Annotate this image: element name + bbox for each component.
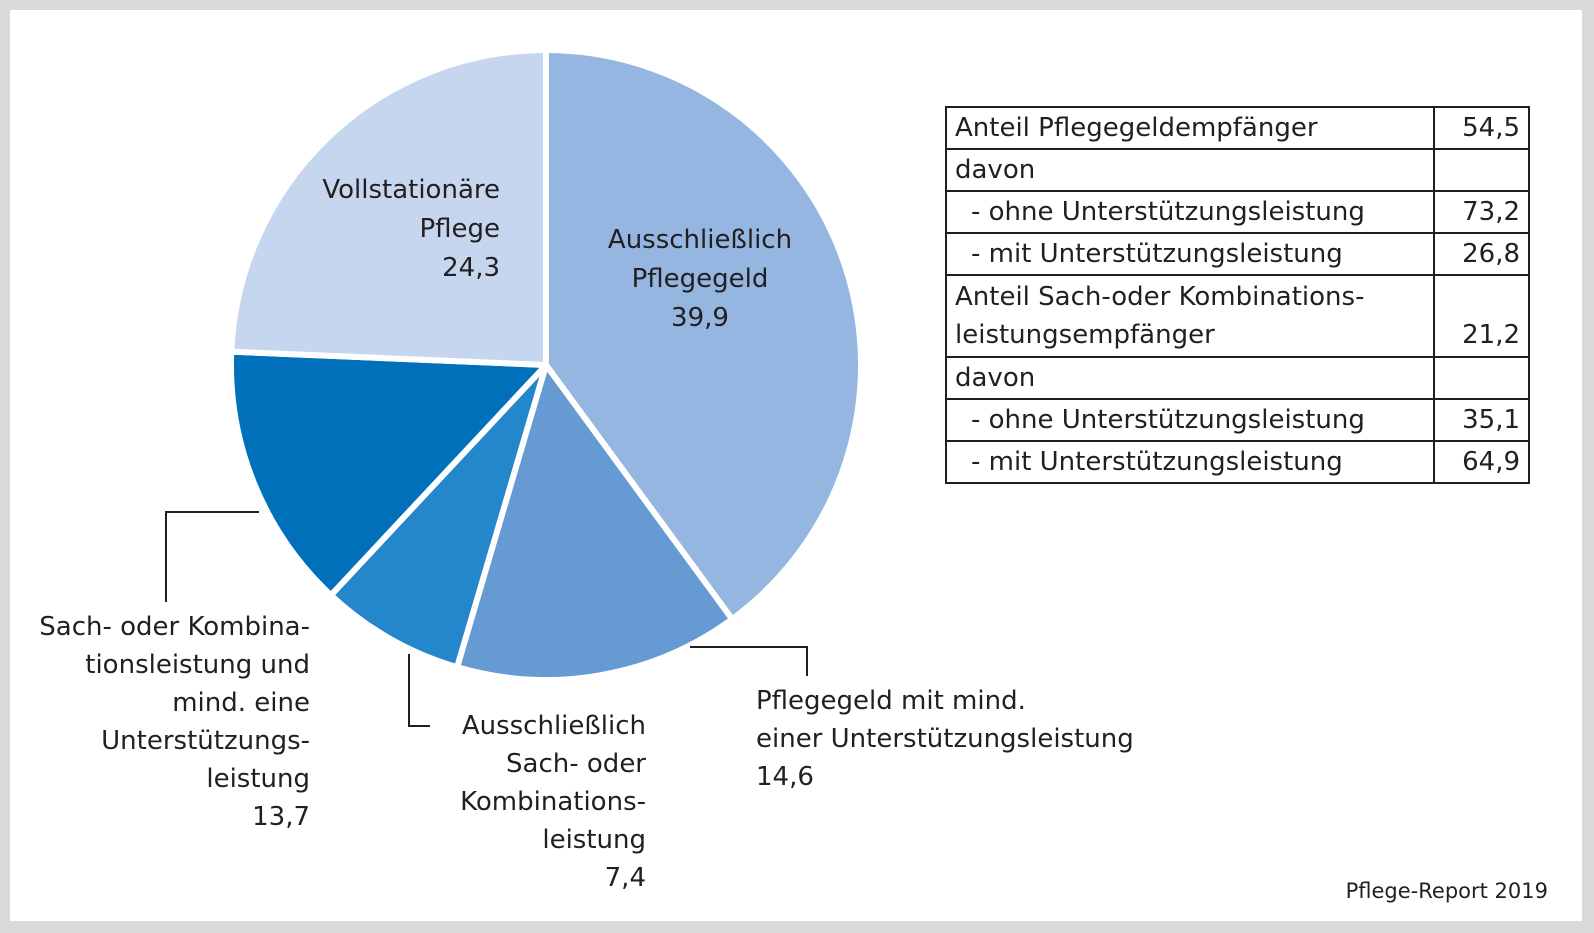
slice-label-line: Kombinations- — [460, 787, 646, 817]
table-row-value — [1433, 356, 1530, 400]
slice-label-line: leistung — [206, 764, 310, 794]
slice-label: Ausschließlich Sach- oder Kombinations-lei… — [460, 711, 646, 893]
table-row-label: Anteil Pflegegeldempfänger — [945, 106, 1435, 150]
slice-label-line: Ausschließlich — [462, 711, 646, 741]
slice-value-label: 14,6 — [756, 762, 814, 792]
pie-slice — [327, 362, 549, 671]
figure-frame: Ausschließlich Pflegegeld 39,9 Pflegegeld m… — [10, 10, 1582, 921]
table-row: - mit Unterstützungsleistung 26,8 — [945, 232, 1530, 276]
table-row: davon — [945, 356, 1530, 400]
pie-slice — [228, 348, 549, 599]
table-row-value: 26,8 — [1433, 232, 1530, 276]
leader-line — [690, 646, 808, 676]
table-row: - ohne Unterstützungsleistung 73,2 — [945, 190, 1530, 234]
table-row: Anteil Sach-oder Kombinations-leistungse… — [945, 274, 1530, 358]
slice-label-line: Sach- oder — [506, 749, 646, 779]
slice-label: Vollstationäre Pflege 24,3 — [322, 175, 500, 283]
slice-label-line: Unterstützungs- — [101, 726, 310, 756]
table-row-label: - ohne Unterstützungsleistung — [945, 398, 1435, 442]
slice-label-line: Pflegegeld — [632, 264, 769, 294]
slice-label-line: mind. eine — [172, 688, 310, 718]
slice-label-line: leistung — [542, 825, 646, 855]
slice-value-label: 39,9 — [671, 303, 729, 333]
leader-line — [408, 654, 430, 727]
slice-label-line: Sach- oder Kombina- — [39, 612, 310, 642]
table-row: - ohne Unterstützungsleistung 35,1 — [945, 398, 1530, 442]
share-table: Anteil Pflegegeldempfänger 54,5 davon - ohn… — [945, 106, 1530, 484]
table-row-value — [1433, 148, 1530, 192]
slice-label-line: Pflegegeld mit mind. — [756, 686, 1026, 716]
pie-chart: Ausschließlich Pflegegeld 39,9 Pflegegeld m… — [39, 47, 1134, 893]
table-row: davon — [945, 148, 1530, 192]
slice-label-line: einer Unterstützungsleistung — [756, 724, 1134, 754]
table-row-label: davon — [945, 356, 1435, 400]
table-row: - mit Unterstützungsleistung 64,9 — [945, 440, 1530, 484]
slice-label: Sach- oder Kombina-tionsleistung und mind… — [39, 612, 310, 832]
slice-label: Ausschließlich Pflegegeld 39,9 — [608, 225, 792, 333]
table-row-label: - ohne Unterstützungsleistung — [945, 190, 1435, 234]
table-row-value: 64,9 — [1433, 440, 1530, 484]
slice-label-line: Vollstationäre — [322, 175, 500, 205]
source-note: Pflege-Report 2019 — [1345, 879, 1548, 903]
table-row-value: 21,2 — [1433, 274, 1530, 358]
slice-label-line: Pflege — [419, 214, 500, 244]
table-row: Anteil Pflegegeldempfänger 54,5 — [945, 106, 1530, 150]
slice-label: Pflegegeld mit mind. einer Unterstützungs… — [756, 686, 1134, 792]
table-row-value: 35,1 — [1433, 398, 1530, 442]
slice-label-line: Ausschließlich — [608, 225, 792, 255]
pie-slice — [543, 47, 864, 623]
table-row-value: 54,5 — [1433, 106, 1530, 150]
pie-slice — [228, 47, 549, 368]
slice-label-line: tionsleistung und — [85, 650, 310, 680]
slice-value-label: 7,4 — [605, 863, 646, 893]
table-row-label: davon — [945, 148, 1435, 192]
slice-value-label: 13,7 — [252, 802, 310, 832]
slice-value-label: 24,3 — [442, 253, 500, 283]
table-row-label: Anteil Sach-oder Kombinations-leistungse… — [945, 274, 1435, 358]
table-row-value: 73,2 — [1433, 190, 1530, 234]
table-row-label: - mit Unterstützungsleistung — [945, 440, 1435, 484]
table-row-label: - mit Unterstützungsleistung — [945, 232, 1435, 276]
leader-line — [165, 511, 259, 602]
